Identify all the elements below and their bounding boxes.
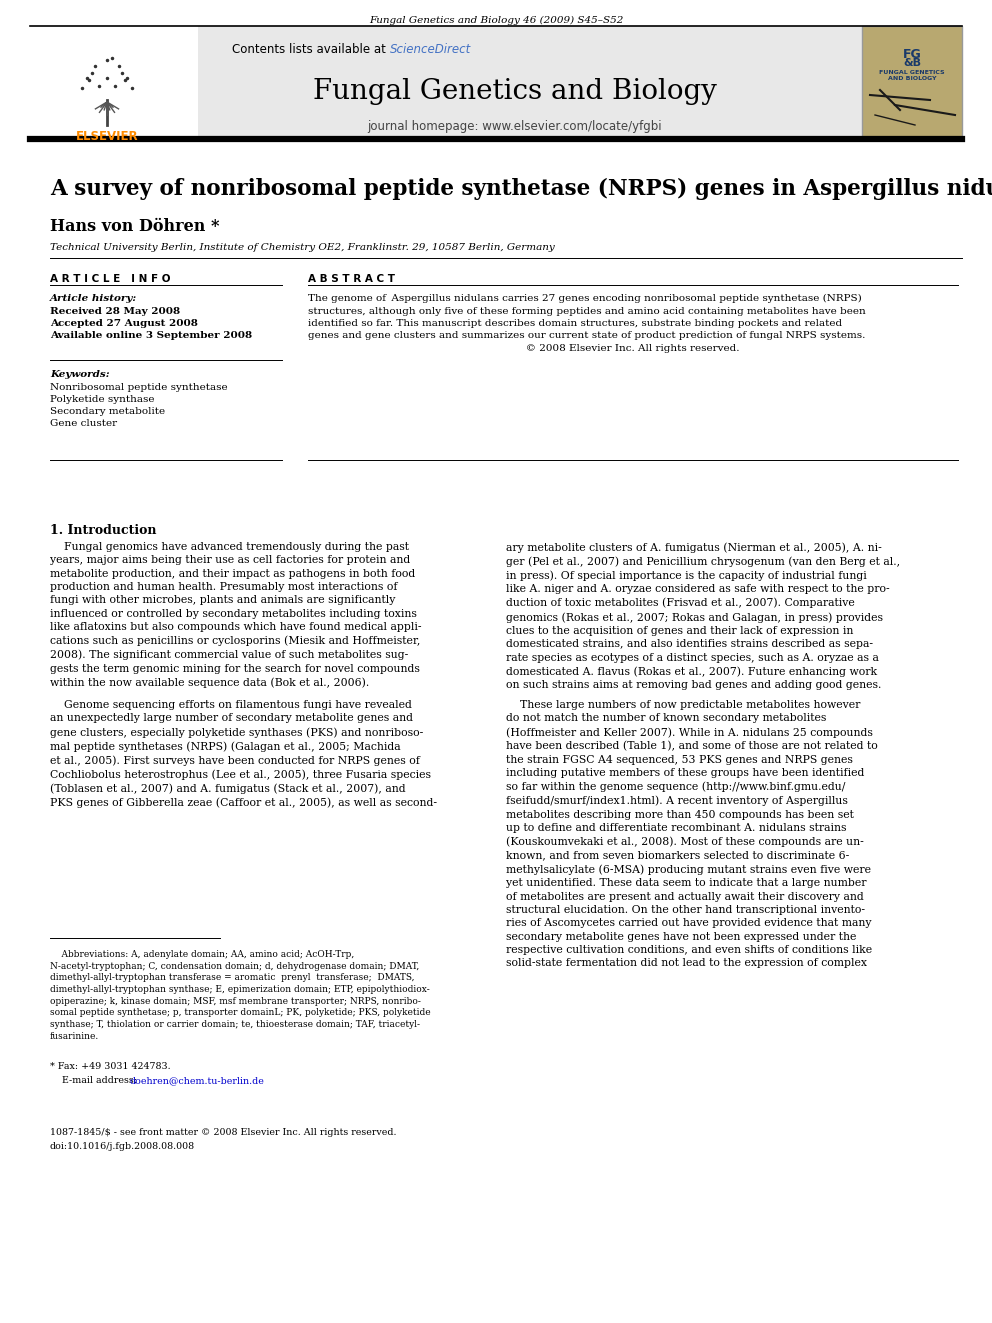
Text: Technical University Berlin, Institute of Chemistry OE2, Franklinstr. 29, 10587 : Technical University Berlin, Institute o… [50, 243, 555, 251]
Text: structures, although only five of these forming peptides and amino acid containi: structures, although only five of these … [308, 307, 866, 315]
Text: doi:10.1016/j.fgb.2008.08.008: doi:10.1016/j.fgb.2008.08.008 [50, 1142, 195, 1151]
Text: Fungal genomics have advanced tremendously during the past
years, major aims bei: Fungal genomics have advanced tremendous… [50, 542, 422, 688]
Text: ary metabolite clusters of A. fumigatus (Nierman et al., 2005), A. ni-
ger (Pel : ary metabolite clusters of A. fumigatus … [506, 542, 900, 691]
Text: A R T I C L E   I N F O: A R T I C L E I N F O [50, 274, 171, 284]
Text: ScienceDirect: ScienceDirect [390, 44, 471, 56]
Text: Nonribosomal peptide synthetase: Nonribosomal peptide synthetase [50, 382, 227, 392]
Text: FG: FG [903, 48, 922, 61]
Text: 1087-1845/$ - see front matter © 2008 Elsevier Inc. All rights reserved.: 1087-1845/$ - see front matter © 2008 El… [50, 1129, 397, 1136]
Text: 1. Introduction: 1. Introduction [50, 524, 157, 537]
Text: A survey of nonribosomal peptide synthetase (NRPS) genes in Aspergillus nidulans: A survey of nonribosomal peptide synthet… [50, 179, 992, 200]
Text: ELSEVIER: ELSEVIER [75, 130, 138, 143]
Text: E-mail address:: E-mail address: [62, 1076, 140, 1085]
Bar [30, 26, 198, 138]
Text: Secondary metabolite: Secondary metabolite [50, 407, 165, 415]
Text: Fungal Genetics and Biology: Fungal Genetics and Biology [313, 78, 717, 105]
Text: journal homepage: www.elsevier.com/locate/yfgbi: journal homepage: www.elsevier.com/locat… [368, 120, 663, 134]
Text: doehren@chem.tu-berlin.de: doehren@chem.tu-berlin.de [130, 1076, 265, 1085]
Text: Polyketide synthase: Polyketide synthase [50, 396, 155, 404]
Text: These large numbers of now predictable metabolites however
do not match the numb: These large numbers of now predictable m… [506, 700, 878, 968]
Text: Genome sequencing efforts on filamentous fungi have revealed
an unexpectedly lar: Genome sequencing efforts on filamentous… [50, 700, 437, 808]
Text: The genome of  Aspergillus nidulans carries 27 genes encoding nonribosomal pepti: The genome of Aspergillus nidulans carri… [308, 294, 862, 303]
Text: Contents lists available at: Contents lists available at [232, 44, 390, 56]
Text: Gene cluster: Gene cluster [50, 419, 117, 429]
Text: Received 28 May 2008: Received 28 May 2008 [50, 307, 181, 316]
Text: &B: &B [903, 58, 921, 67]
Text: Accepted 27 August 2008: Accepted 27 August 2008 [50, 319, 197, 328]
Text: Keywords:: Keywords: [50, 370, 110, 378]
Bar [30, 26, 962, 138]
Text: © 2008 Elsevier Inc. All rights reserved.: © 2008 Elsevier Inc. All rights reserved… [308, 344, 739, 353]
Bar [862, 26, 962, 138]
Text: A B S T R A C T: A B S T R A C T [308, 274, 395, 284]
Text: Fungal Genetics and Biology 46 (2009) S45–S52: Fungal Genetics and Biology 46 (2009) S4… [369, 16, 623, 25]
Text: * Fax: +49 3031 424783.: * Fax: +49 3031 424783. [50, 1062, 171, 1072]
Text: Abbreviations: A, adenylate domain; AA, amino acid; AcOH-Trp,
N-acetyl-tryptopha: Abbreviations: A, adenylate domain; AA, … [50, 950, 431, 1041]
Text: Article history:: Article history: [50, 294, 137, 303]
Text: Hans von Döhren *: Hans von Döhren * [50, 218, 219, 235]
Text: FUNGAL GENETICS
AND BIOLOGY: FUNGAL GENETICS AND BIOLOGY [879, 70, 944, 81]
Text: identified so far. This manuscript describes domain structures, substrate bindin: identified so far. This manuscript descr… [308, 319, 842, 328]
Text: genes and gene clusters and summarizes our current state of product prediction o: genes and gene clusters and summarizes o… [308, 332, 865, 340]
Text: Available online 3 September 2008: Available online 3 September 2008 [50, 331, 252, 340]
